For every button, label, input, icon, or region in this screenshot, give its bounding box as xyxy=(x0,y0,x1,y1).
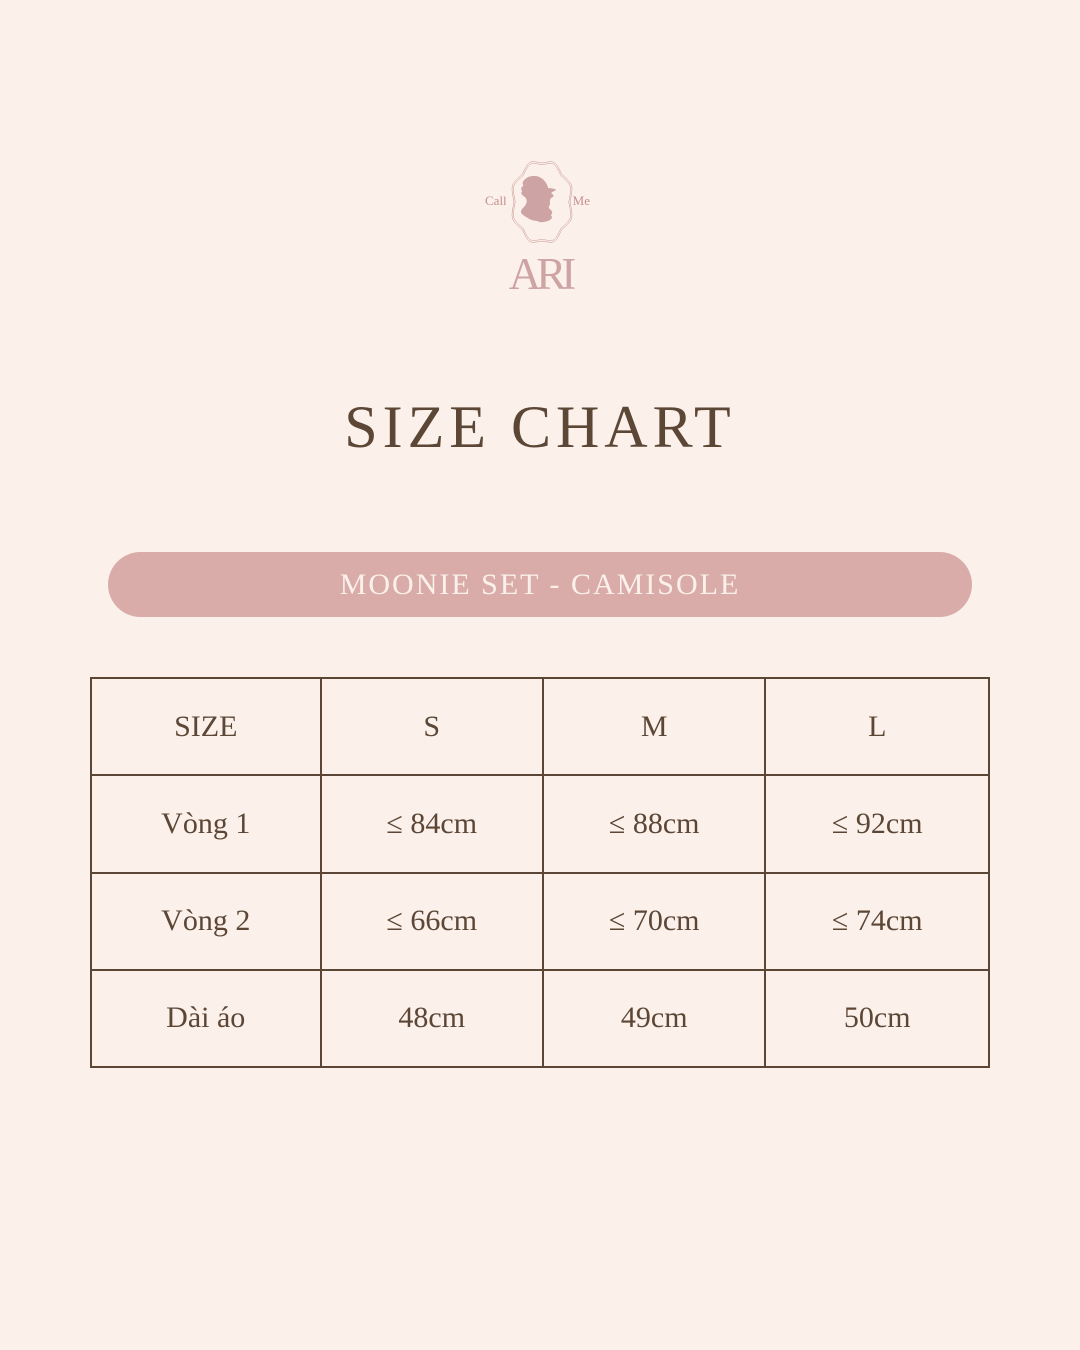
svg-text:Call: Call xyxy=(485,193,507,208)
svg-text:Me: Me xyxy=(573,193,591,208)
svg-text:ARI: ARI xyxy=(509,249,576,295)
